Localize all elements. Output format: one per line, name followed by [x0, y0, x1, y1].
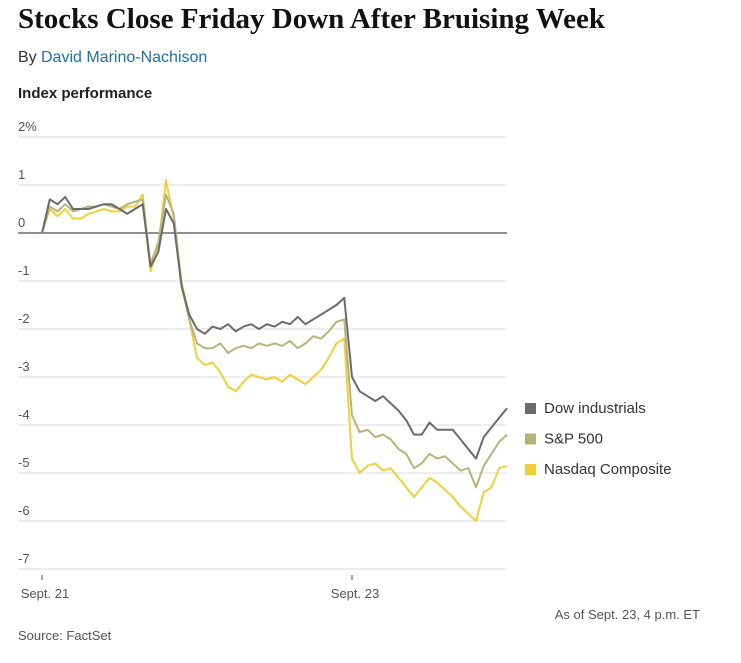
series-line [41, 196, 508, 460]
legend-label: Nasdaq Composite [544, 461, 672, 478]
legend-label: S&P 500 [544, 431, 603, 448]
legend-swatch [525, 464, 536, 475]
note: As of Sept. 23, 4 p.m. ET [555, 607, 700, 622]
y-tick-label: 2% [18, 119, 37, 134]
x-tick-label: Sept. 23 [331, 586, 379, 601]
source: Source: FactSet [18, 628, 112, 643]
legend-swatch [525, 403, 536, 414]
x-tick-label: Sept. 21 [21, 586, 69, 601]
y-tick-label: -1 [18, 263, 30, 278]
y-tick-label: -4 [18, 407, 30, 422]
y-tick-label: -2 [18, 311, 30, 326]
byline-prefix: By [18, 49, 37, 66]
subtitle: Index performance [18, 85, 152, 102]
y-tick-label: 0 [18, 215, 25, 230]
series-line [41, 179, 508, 522]
y-tick-label: -3 [18, 359, 30, 374]
byline-author[interactable]: David Marino-Nachison [41, 49, 207, 66]
y-tick-label: -5 [18, 455, 30, 470]
y-tick-label: 1 [18, 167, 25, 182]
series-line [41, 193, 508, 489]
y-tick-label: -7 [18, 551, 30, 566]
y-tick-label: -6 [18, 503, 30, 518]
chart-title: Stocks Close Friday Down After Bruising … [18, 3, 606, 35]
legend-swatch [525, 433, 536, 445]
legend-label: Dow industrials [544, 400, 646, 417]
